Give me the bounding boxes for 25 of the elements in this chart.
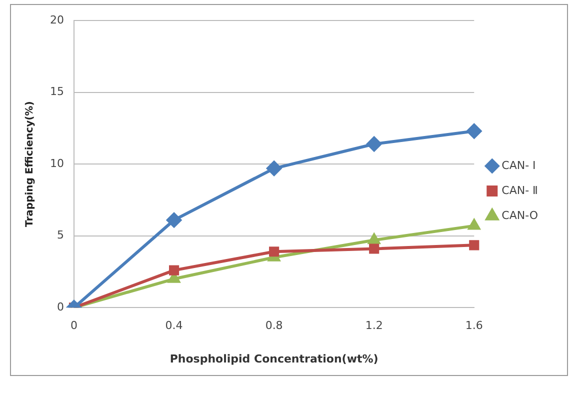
x-tick-label: 1.6 bbox=[465, 319, 483, 332]
y-tick-label: 0 bbox=[56, 300, 64, 314]
point bbox=[469, 240, 480, 250]
y-tick-label: 5 bbox=[56, 228, 64, 242]
point bbox=[366, 136, 382, 152]
point bbox=[269, 246, 280, 257]
point bbox=[168, 265, 180, 276]
point bbox=[368, 234, 380, 244]
point bbox=[266, 160, 282, 176]
legend-label: CAN- Ⅱ bbox=[502, 184, 538, 197]
legend-label: CAN-O bbox=[502, 208, 538, 222]
y-axis-title: Trapping Efficiency(%) bbox=[24, 101, 36, 227]
x-axis-title: Phospholipid Concentration(wt%) bbox=[170, 352, 378, 366]
x-tick-label: 0.8 bbox=[265, 319, 283, 332]
y-tick-label: 10 bbox=[50, 156, 64, 170]
x-tick-label: 0.4 bbox=[165, 319, 183, 332]
legend-label: CAN- Ⅰ bbox=[502, 158, 536, 172]
point bbox=[466, 124, 482, 139]
point bbox=[468, 219, 480, 230]
point bbox=[369, 244, 380, 254]
y-tick-label: 20 bbox=[50, 13, 64, 26]
x-tick-label: 0 bbox=[70, 319, 78, 332]
x-tick-label: 1.2 bbox=[365, 319, 383, 332]
y-tick-label: 15 bbox=[50, 85, 64, 98]
point bbox=[166, 212, 182, 228]
